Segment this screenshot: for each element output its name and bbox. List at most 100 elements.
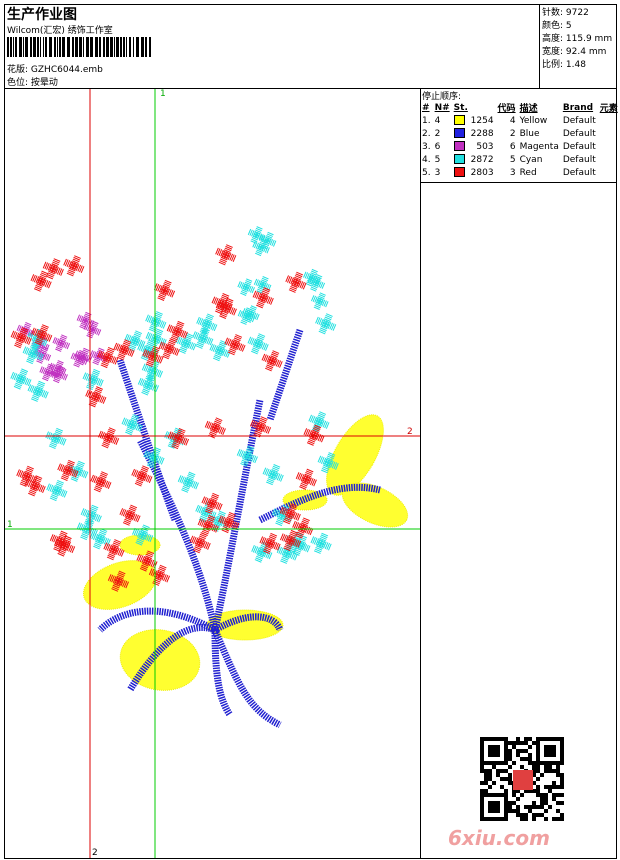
qr-cell — [540, 813, 544, 817]
petal — [309, 281, 320, 293]
needle: 2 — [434, 128, 441, 139]
qr-cell — [544, 801, 548, 805]
qr-cell — [520, 813, 524, 817]
qr-cell — [552, 781, 556, 785]
petal — [254, 246, 264, 257]
bar — [106, 37, 109, 57]
column-header: Brand — [562, 102, 594, 113]
qr-finder — [488, 745, 500, 757]
qr-cell — [552, 817, 556, 821]
qr-cell — [508, 781, 512, 785]
column-header: 描述 — [519, 104, 538, 114]
qr-cell — [560, 777, 564, 781]
qr-finder — [480, 737, 508, 765]
qr-cell — [500, 777, 504, 781]
header-divider — [539, 4, 540, 88]
bar — [33, 37, 36, 57]
qr-cell — [480, 765, 484, 769]
qr-cell — [516, 789, 520, 793]
qr-cell — [528, 809, 532, 813]
bar — [136, 37, 139, 57]
petal — [244, 312, 254, 324]
qr-cell — [520, 741, 524, 745]
leaf — [341, 482, 409, 528]
qr-cell — [548, 789, 552, 793]
bar — [110, 37, 113, 57]
bar — [99, 37, 101, 57]
qr-cell — [480, 781, 484, 785]
qr-cell — [532, 769, 536, 773]
watermark: 6xiu.com — [448, 826, 550, 850]
qr-cell — [520, 793, 524, 797]
qr-cell — [540, 773, 544, 777]
stem — [211, 629, 233, 717]
qr-cell — [560, 813, 564, 817]
column-header: 元素 — [599, 104, 618, 114]
bar — [49, 37, 52, 57]
qr-cell — [500, 769, 504, 773]
qr-cell — [516, 809, 520, 813]
row: 4. 5 2872 5 Cyan Default — [420, 153, 620, 166]
guide-label: 1 — [160, 89, 166, 99]
element — [598, 127, 620, 140]
petal — [38, 365, 50, 376]
qr-cell — [552, 797, 556, 801]
qr-cell — [516, 737, 520, 741]
petal — [253, 225, 263, 237]
petal — [302, 271, 314, 281]
bar — [126, 37, 127, 57]
element — [598, 114, 620, 127]
qr-cell — [544, 765, 548, 769]
qr-cell — [552, 769, 556, 773]
qr-cell — [480, 789, 484, 793]
stem — [211, 628, 282, 729]
petal — [243, 306, 253, 318]
petal — [88, 349, 100, 360]
needle: 3 — [434, 167, 441, 178]
bar — [114, 37, 115, 57]
qr-cell — [536, 805, 540, 809]
code: 2 — [509, 128, 516, 139]
qr-cell — [532, 765, 536, 769]
petal — [240, 314, 250, 326]
qr-cell — [512, 745, 516, 749]
needle: 6 — [434, 141, 441, 152]
code: 6 — [509, 141, 516, 152]
qr-cell — [520, 757, 524, 761]
petal — [79, 319, 89, 331]
bar — [90, 37, 93, 57]
column-header: St. — [453, 102, 468, 113]
qr-cell — [556, 793, 560, 797]
stat-row: 宽度: 92.4 mm — [542, 44, 612, 57]
petal — [266, 237, 278, 248]
bar — [67, 37, 70, 57]
petal — [258, 237, 268, 249]
column-header: 代码 — [497, 104, 516, 114]
qr-cell — [556, 773, 560, 777]
petal — [76, 349, 86, 360]
qr-cell — [560, 785, 564, 789]
petal — [92, 355, 102, 366]
qr-finder — [544, 745, 556, 757]
qr-cell — [552, 793, 556, 797]
bar — [86, 37, 89, 57]
qr-cell — [560, 773, 564, 777]
stat-label: 颜色: — [542, 21, 564, 31]
qr-cell — [512, 761, 516, 765]
seq: 1. — [422, 115, 431, 126]
bar — [116, 37, 119, 57]
petal — [259, 275, 270, 287]
stitches: 2872 — [470, 154, 494, 165]
qr-cell — [532, 761, 536, 765]
column-header: # — [422, 102, 430, 113]
value: 按晕动 — [30, 78, 58, 88]
qr-cell — [512, 793, 516, 797]
petal — [54, 359, 65, 371]
qr-cell — [556, 765, 560, 769]
petal — [95, 346, 105, 358]
petal — [51, 336, 63, 347]
swatch — [453, 115, 465, 126]
bar — [72, 37, 74, 57]
qr-cell — [524, 813, 528, 817]
studio: Wilcom(汇宏) 绣饰工作室 — [7, 26, 113, 36]
